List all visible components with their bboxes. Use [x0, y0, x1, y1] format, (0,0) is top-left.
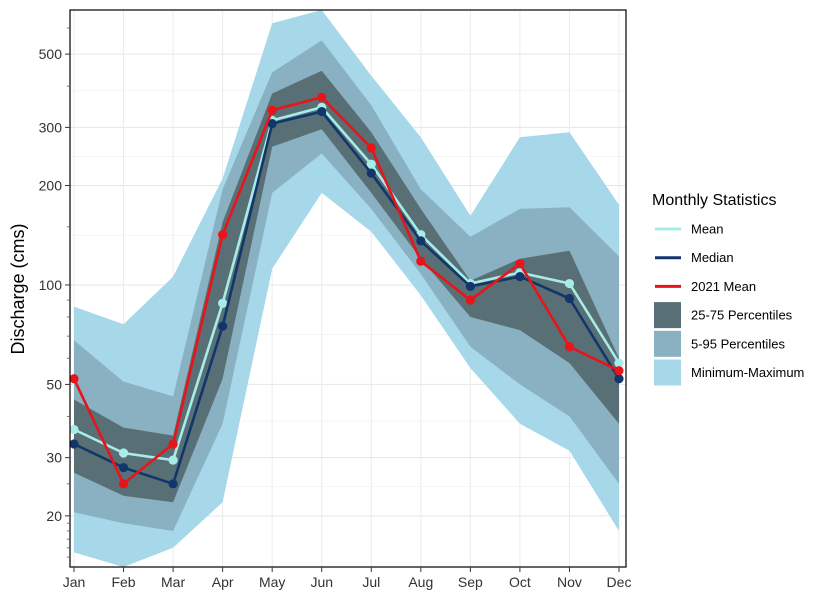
point-2021-mean — [465, 295, 475, 305]
y-tick-label: 500 — [39, 46, 63, 62]
point-2021-mean — [168, 439, 178, 449]
legend-label-2021-mean: 2021 Mean — [691, 279, 756, 294]
point-2021-mean — [564, 342, 575, 352]
point-2021-mean — [317, 92, 327, 102]
point-median — [218, 321, 228, 331]
y-tick-label: 300 — [39, 119, 63, 135]
x-tick-label: Jul — [362, 574, 380, 590]
point-median — [564, 293, 575, 304]
point-2021-mean — [267, 105, 277, 115]
legend-key-minimum-maximum — [654, 359, 681, 386]
point-mean — [218, 298, 228, 308]
y-axis-title: Discharge (cms) — [8, 223, 28, 354]
x-tick-label: Feb — [111, 574, 135, 590]
point-mean — [564, 278, 575, 289]
x-tick-label: Oct — [509, 574, 531, 590]
x-tick-label: Apr — [212, 574, 234, 590]
point-median — [69, 439, 79, 449]
legend-label-median: Median — [691, 250, 734, 265]
x-tick-label: Aug — [408, 574, 433, 590]
point-median — [168, 479, 178, 489]
point-median — [118, 462, 129, 473]
y-tick-label: 200 — [39, 178, 63, 194]
point-mean — [168, 455, 178, 465]
x-tick-label: Jan — [63, 574, 86, 590]
point-2021-mean — [416, 256, 426, 266]
y-tick-label: 100 — [39, 277, 63, 293]
point-median — [465, 281, 475, 292]
point-median — [614, 374, 624, 384]
series-line-mean — [73, 106, 621, 462]
legend: Monthly Statistics Mean Median 2021 Mean 25… — [652, 192, 804, 386]
point-2021-mean — [366, 143, 376, 153]
series-lines — [69, 92, 624, 489]
series-line-2021-mean — [72, 96, 620, 486]
x-tick-label: Nov — [557, 574, 582, 590]
legend-label-5-95-percentiles: 5-95 Percentiles — [691, 336, 785, 351]
legend-label-mean: Mean — [691, 222, 724, 237]
legend-key-5-95-percentiles — [654, 330, 681, 357]
y-tick-label: 20 — [46, 508, 62, 524]
y-tick-label: 30 — [46, 450, 62, 466]
x-tick-label: Dec — [607, 574, 632, 590]
y-tick-label: 50 — [46, 376, 62, 392]
point-2021-mean — [118, 479, 129, 489]
x-tick-label: Sep — [458, 574, 483, 590]
axes: 20 30 50 100 200 300 500 Jan Feb Mar Apr May Jun Jul A… — [39, 27, 632, 590]
series-line-median — [73, 110, 621, 486]
point-median — [515, 272, 525, 282]
point-median — [416, 236, 426, 246]
point-mean — [366, 159, 376, 169]
point-2021-mean — [614, 366, 624, 376]
plot-frame — [69, 9, 627, 568]
band-25-75-percentiles — [74, 70, 619, 503]
point-mean — [614, 358, 624, 368]
legend-label-minimum-maximum: Minimum-Maximum — [691, 365, 804, 380]
percentile-bands — [74, 10, 619, 567]
point-mean — [118, 448, 129, 458]
point-mean — [69, 424, 79, 435]
point-median — [317, 106, 327, 117]
point-2021-mean — [69, 374, 79, 384]
point-2021-mean — [515, 259, 525, 269]
legend-key-25-75-percentiles — [654, 302, 681, 329]
point-2021-mean — [218, 230, 228, 240]
x-tick-label: May — [259, 574, 285, 590]
point-median — [366, 168, 376, 178]
point-median — [267, 119, 277, 129]
x-tick-label: Mar — [161, 574, 185, 590]
x-tick-label: Jun — [310, 574, 333, 590]
legend-label-25-75-percentiles: 25-75 Percentiles — [691, 308, 793, 323]
legend-title: Monthly Statistics — [652, 192, 776, 209]
